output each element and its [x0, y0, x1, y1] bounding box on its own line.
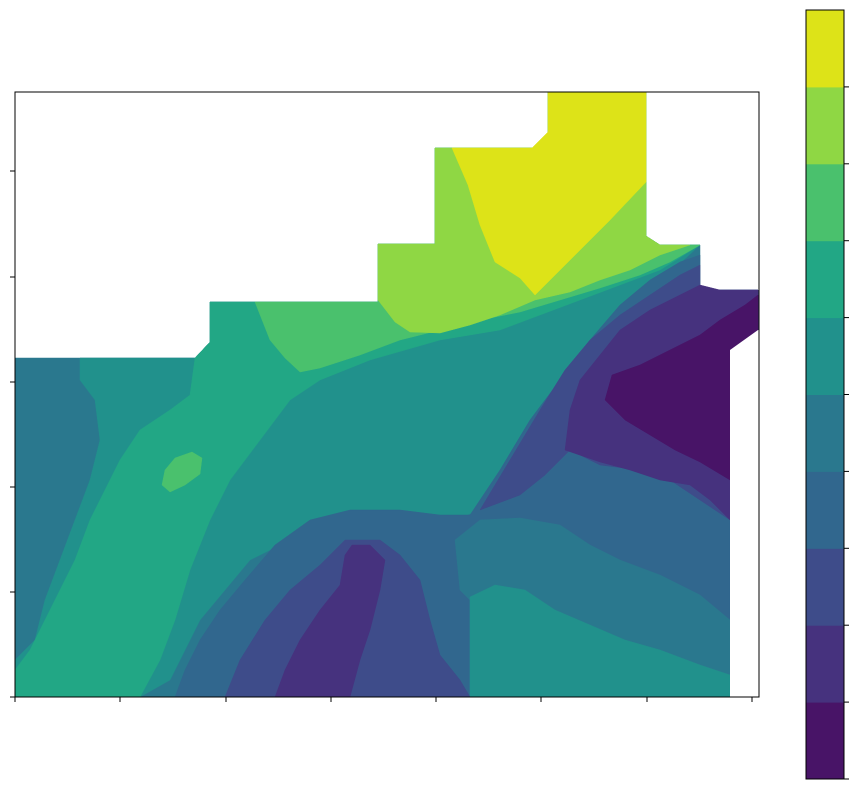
colorbar-segment-level-5	[806, 395, 844, 472]
colorbar-segment-level-3	[806, 548, 844, 625]
colorbar-segment-level-9	[806, 87, 844, 164]
colorbar-segment-level-8	[806, 164, 844, 241]
colorbar-segment-level-6	[806, 318, 844, 395]
y-axis	[10, 171, 15, 697]
colorbar-segment-level-7	[806, 241, 844, 318]
colorbar-segment-level-4	[806, 471, 844, 548]
colorbar-segment-level-2	[806, 625, 844, 702]
colorbar	[806, 10, 849, 780]
plot-area	[15, 92, 758, 697]
x-axis	[15, 697, 752, 702]
colorbar-segment-level-1	[806, 702, 844, 779]
no-data-mask-right	[730, 330, 758, 697]
colorbar-segment-level-10	[806, 10, 844, 87]
